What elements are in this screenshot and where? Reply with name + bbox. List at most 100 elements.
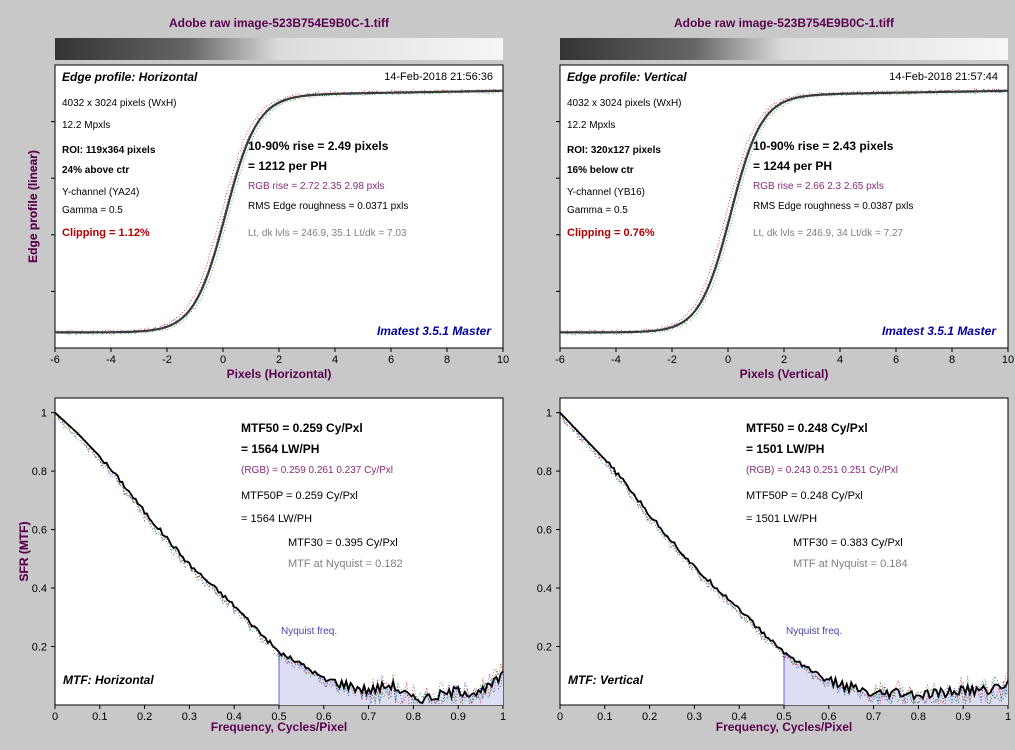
mtf50p-lwph: = 1564 LW/PH [241, 513, 312, 525]
edge-xtick-label: -4 [611, 354, 621, 366]
megapixels: 12.2 Mpxls [62, 120, 110, 131]
mtf30: MTF30 = 0.383 Cy/Pxl [793, 537, 903, 549]
edge-xtick-label: -2 [667, 354, 677, 366]
clipping: Clipping = 1.12% [62, 227, 150, 239]
rise-pixels: 10-90% rise = 2.43 pixels [753, 139, 894, 153]
edge-xtick-label: 6 [893, 354, 899, 366]
panel-title: Adobe raw image-523B754E9B0C-1.tiff [169, 16, 390, 30]
edge-xtick-label: 10 [497, 354, 509, 366]
mtf-ytick-label: 0.6 [32, 525, 47, 537]
edge-xtick-label: 2 [276, 354, 282, 366]
mtf-label: MTF: Horizontal [63, 673, 154, 687]
edge-xtick-label: 10 [1002, 354, 1014, 366]
mtf50: MTF50 = 0.248 Cy/Pxl [746, 421, 868, 435]
mtf-ytick-label: 0.8 [537, 466, 552, 478]
image-size: 4032 x 3024 pixels (WxH) [62, 98, 177, 109]
roi-position: 24% above ctr [62, 165, 129, 176]
edge-profile-line [560, 89, 1008, 334]
mtf-at-nyquist: MTF at Nyquist = 0.184 [793, 558, 908, 570]
mtf-xtick-label: 0 [557, 711, 563, 723]
edge-xtick-label: 2 [781, 354, 787, 366]
mtf-ytick-label: 1 [546, 408, 552, 420]
edge-xtick-label: 8 [444, 354, 450, 366]
mtf-xtick-label: 0.3 [687, 711, 702, 723]
timestamp: 14-Feb-2018 21:57:44 [889, 71, 998, 83]
mtf-xtick-label: 0 [52, 711, 58, 723]
edge-xtick-label: 0 [220, 354, 226, 366]
nyquist-fill [784, 653, 1008, 705]
mtf50-lwph: = 1564 LW/PH [241, 442, 319, 456]
mtf50-lwph: = 1501 LW/PH [746, 442, 824, 456]
edge-xtick-label: -6 [50, 354, 60, 366]
edge-xtick-label: 4 [837, 354, 843, 366]
gradient-strip [560, 38, 1008, 60]
mtf50p: MTF50P = 0.248 Cy/Pxl [746, 490, 863, 502]
gamma: Gamma = 0.5 [62, 205, 123, 216]
mtf-at-nyquist: MTF at Nyquist = 0.182 [288, 558, 403, 570]
gradient-strip [55, 38, 503, 60]
mtf-xtick-label: 0.7 [866, 711, 881, 723]
rise-per-ph: = 1212 per PH [248, 159, 327, 173]
mtf-xtick-label: 0.2 [137, 711, 152, 723]
rgb-rise: RGB rise = 2.72 2.35 2.98 pxls [248, 181, 384, 192]
roi-position: 16% below ctr [567, 165, 634, 176]
mtf-label: MTF: Vertical [568, 673, 644, 687]
nyquist-label: Nyquist freq. [786, 626, 842, 637]
rise-pixels: 10-90% rise = 2.49 pixels [248, 139, 389, 153]
mtf-xtick-label: 0.4 [227, 711, 242, 723]
rise-per-ph: = 1244 per PH [753, 159, 832, 173]
mtf50: MTF50 = 0.259 Cy/Pxl [241, 421, 363, 435]
channel: Y-channel (YA24) [62, 187, 139, 198]
edge-xtick-label: -2 [162, 354, 172, 366]
mtf-xtick-label: 0.1 [92, 711, 107, 723]
edge-plot-area [559, 64, 1009, 349]
mtf-trace-green [54, 412, 504, 705]
mtf-xtick-label: 0.5 [776, 711, 791, 723]
mtf50p-lwph: = 1501 LW/PH [746, 513, 817, 525]
nyquist-label: Nyquist freq. [281, 626, 337, 637]
mtf-xtick-label: 0.6 [821, 711, 836, 723]
mtf-xtick-label: 0.3 [182, 711, 197, 723]
mtf-ylabel: SFR (MTF) [17, 522, 31, 582]
clipping: Clipping = 0.76% [567, 227, 655, 239]
roi-size: ROI: 119x364 pixels [62, 145, 156, 156]
channel: Y-channel (YB16) [567, 187, 645, 198]
megapixels: 12.2 Mpxls [567, 120, 615, 131]
imatest-brand: Imatest 3.5.1 Master [377, 324, 492, 338]
edge-xtick-label: 8 [949, 354, 955, 366]
mtf50-rgb: (RGB) = 0.243 0.251 0.251 Cy/Pxl [746, 465, 898, 476]
edge-trace-green [54, 89, 504, 336]
mtf-ytick-label: 0.8 [32, 466, 47, 478]
edge-plot-area [54, 64, 504, 349]
mtf-xtick-label: 0.9 [956, 711, 971, 723]
edge-profile-label: Edge profile: Vertical [567, 70, 687, 84]
mtf50p: MTF50P = 0.259 Cy/Pxl [241, 490, 358, 502]
mtf-xtick-label: 0.9 [451, 711, 466, 723]
levels: Lt, dk lvls = 246.9, 34 Lt/dk = 7.27 [753, 228, 904, 239]
mtf-xtick-label: 1 [500, 711, 506, 723]
mtf-xtick-label: 0.1 [597, 711, 612, 723]
edge-ylabel: Edge profile (linear) [26, 150, 40, 263]
panel-title: Adobe raw image-523B754E9B0C-1.tiff [674, 16, 895, 30]
mtf-xtick-label: 0.8 [406, 711, 421, 723]
roi-size: ROI: 320x127 pixels [567, 145, 661, 156]
mtf-xtick-label: 0.5 [271, 711, 286, 723]
edge-xlabel: Pixels (Vertical) [740, 367, 829, 381]
mtf-xtick-label: 1 [1005, 711, 1011, 723]
mtf-xtick-label: 0.6 [316, 711, 331, 723]
edge-xlabel: Pixels (Horizontal) [227, 367, 332, 381]
imatest-brand: Imatest 3.5.1 Master [882, 324, 997, 338]
nyquist-fill [279, 651, 503, 705]
mtf-xtick-label: 0.4 [732, 711, 747, 723]
mtf-ytick-label: 0.4 [32, 583, 47, 595]
levels: Lt, dk lvls = 246.9, 35.1 Lt/dk = 7.03 [248, 228, 407, 239]
edge-xtick-label: -4 [106, 354, 116, 366]
mtf-ytick-label: 0.4 [537, 583, 552, 595]
mtf50-rgb: (RGB) = 0.259 0.261 0.237 Cy/Pxl [241, 465, 393, 476]
edge-profile-label: Edge profile: Horizontal [62, 70, 198, 84]
rgb-rise: RGB rise = 2.66 2.3 2.65 pxls [753, 181, 884, 192]
mtf-ytick-label: 0.2 [32, 642, 47, 654]
edge-ylabel: Edge profile (linear) [26, 150, 40, 263]
mtf-xlabel: Frequency, Cycles/Pixel [716, 720, 853, 734]
